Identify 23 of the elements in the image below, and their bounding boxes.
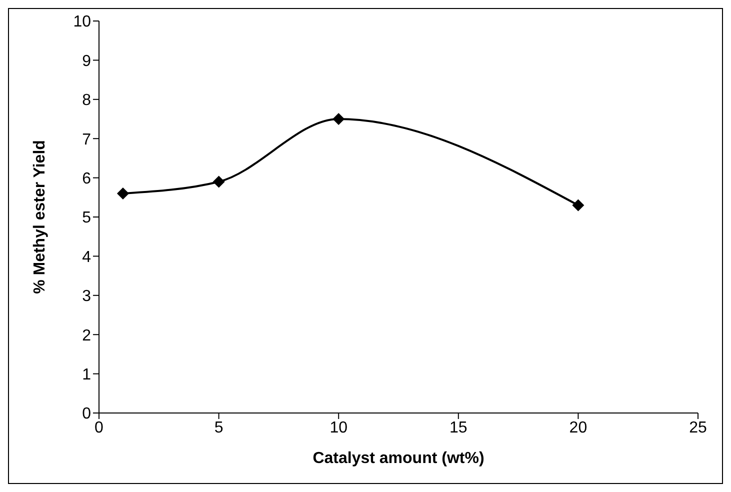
y-tick-label: 3 bbox=[82, 288, 92, 306]
y-tick-label: 2 bbox=[82, 327, 92, 344]
y-tick-label: 9 bbox=[82, 52, 92, 70]
y-tick-label: 10 bbox=[73, 14, 92, 31]
y-tick-label: 0 bbox=[82, 406, 92, 423]
y-axis-title: % Methyl ester Yield bbox=[32, 140, 49, 294]
y-tick-label: 6 bbox=[82, 170, 92, 188]
x-tick-label: 5 bbox=[214, 419, 224, 436]
point bbox=[212, 176, 225, 188]
point bbox=[116, 187, 129, 200]
x-tick-label: 0 bbox=[94, 419, 104, 436]
y-tick-label: 7 bbox=[82, 131, 92, 148]
point bbox=[332, 113, 345, 125]
y-tick-label: 5 bbox=[82, 210, 92, 227]
x-tick-label: 25 bbox=[689, 419, 707, 436]
x-tick-label: 15 bbox=[450, 419, 468, 436]
point bbox=[572, 199, 584, 212]
y-tick-label: 8 bbox=[82, 92, 92, 110]
x-axis-title: Catalyst amount (wt%) bbox=[312, 450, 484, 467]
x-tick-label: 10 bbox=[330, 419, 348, 436]
x-tick-label: 20 bbox=[569, 419, 588, 436]
y-tick-label: 4 bbox=[82, 248, 92, 266]
y-tick-label: 1 bbox=[82, 366, 92, 384]
